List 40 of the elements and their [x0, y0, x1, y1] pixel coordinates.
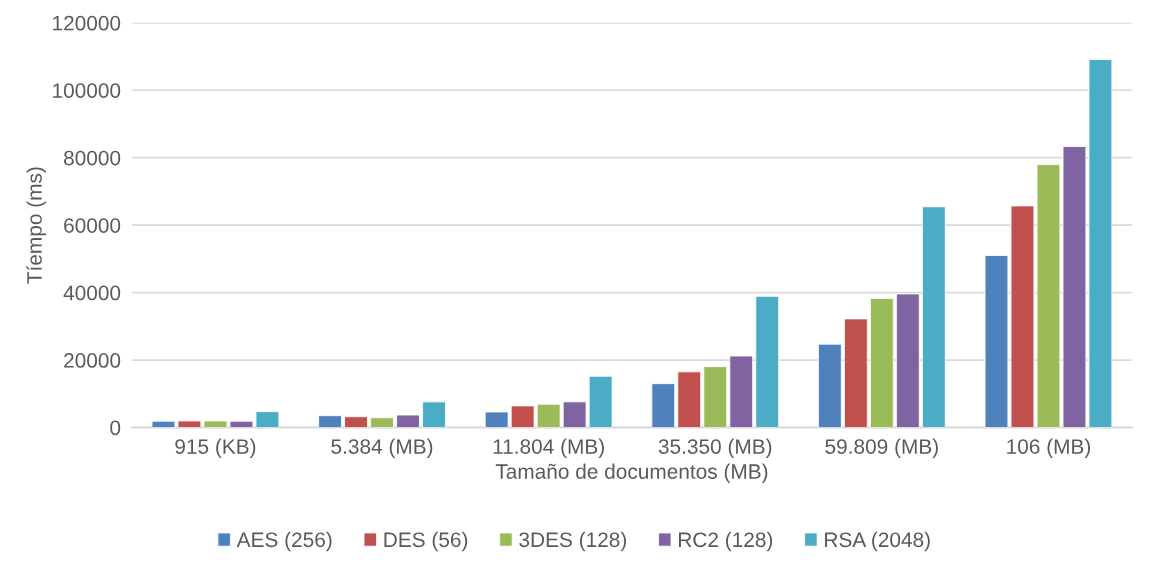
- bar: [484, 411, 509, 428]
- bar: [396, 414, 420, 428]
- x-tick-label: 5.384 (MB): [331, 438, 433, 459]
- bar: [536, 403, 561, 428]
- bar: [818, 343, 842, 428]
- bar: [921, 206, 946, 428]
- y-tick-label: 20000: [64, 353, 121, 368]
- bar: [422, 401, 446, 428]
- x-tick-label: 106 (MB): [1007, 438, 1091, 459]
- bar: [318, 415, 342, 428]
- x-tick-label: 35.350 (MB): [658, 438, 772, 459]
- y-tick-label: 0: [110, 420, 121, 436]
- x-tick-label: 915 (KB): [175, 438, 256, 459]
- x-tick-label: 11.804 (MB): [493, 438, 604, 459]
- bar: [844, 318, 868, 428]
- bar: [895, 293, 920, 428]
- x-axis-title: Tamaño de documentos (MB): [495, 463, 768, 483]
- bar: [562, 401, 587, 428]
- legend-label: RC2 (128): [679, 531, 773, 552]
- y-tick-label: 120000: [53, 15, 121, 31]
- bar: [651, 383, 676, 428]
- bar: [677, 371, 702, 428]
- bar: [870, 298, 894, 428]
- bar: [703, 366, 728, 428]
- bar: [510, 405, 535, 428]
- legend-label: DES (56): [384, 531, 468, 552]
- legend-label: RSA (2048): [825, 531, 930, 552]
- bar: [370, 417, 394, 428]
- legend-label: 3DES (128): [519, 531, 626, 552]
- bar: [755, 295, 780, 428]
- bar: [344, 416, 368, 428]
- bar: [729, 355, 754, 428]
- y-tick-label: 40000: [63, 285, 121, 301]
- y-tick-label: 100000: [53, 83, 121, 98]
- y-axis-title: Tíempo (ms): [26, 167, 46, 284]
- x-tick-label: 59.809 (MB): [825, 438, 938, 459]
- y-tick-label: 80000: [64, 150, 121, 166]
- bar: [588, 375, 613, 428]
- legend-label: AES (256): [236, 531, 332, 552]
- y-tick-label: 60000: [64, 218, 121, 233]
